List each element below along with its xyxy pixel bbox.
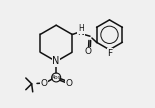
Text: O: O <box>66 79 73 88</box>
Text: H: H <box>78 24 84 33</box>
Text: F: F <box>107 49 113 58</box>
Text: N: N <box>78 28 84 37</box>
Text: O: O <box>84 47 91 56</box>
Text: N: N <box>53 56 60 66</box>
Text: O: O <box>40 79 47 88</box>
Text: Abs: Abs <box>51 75 62 80</box>
